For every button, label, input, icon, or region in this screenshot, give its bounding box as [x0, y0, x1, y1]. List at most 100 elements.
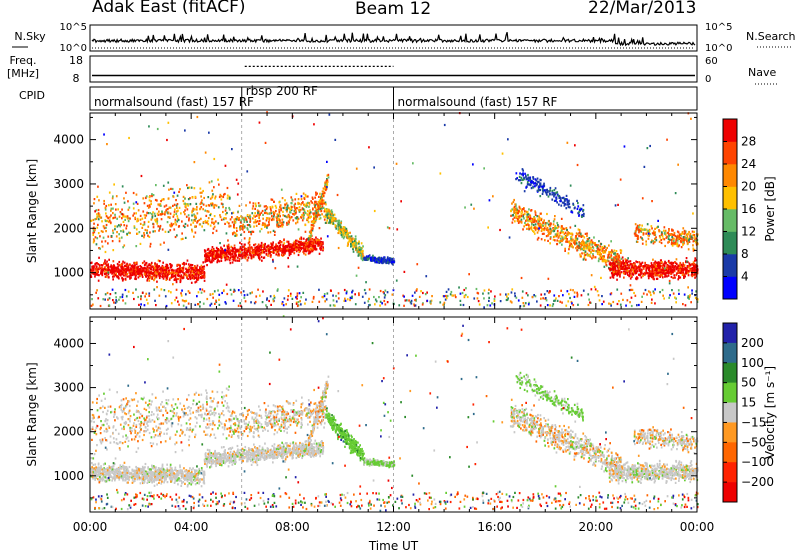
data-cell	[283, 250, 286, 253]
data-cell	[692, 273, 694, 276]
data-cell	[170, 264, 173, 267]
data-cell	[289, 245, 292, 248]
data-cell	[267, 244, 269, 247]
data-cell	[547, 223, 550, 226]
data-cell	[96, 213, 98, 216]
data-cell	[166, 277, 168, 280]
data-cell	[208, 256, 210, 259]
data-cell	[183, 261, 185, 265]
data-cell	[251, 230, 254, 233]
data-cell	[271, 198, 274, 201]
data-cell	[324, 201, 327, 204]
data-cell	[304, 253, 307, 256]
data-cell	[657, 274, 660, 277]
data-cell	[654, 263, 657, 266]
data-cell	[298, 210, 301, 213]
data-cell	[655, 239, 658, 242]
data-cell	[178, 206, 181, 209]
data-cell	[101, 240, 103, 243]
data-cell	[684, 266, 686, 269]
data-cell	[127, 269, 130, 272]
data-cell	[191, 214, 193, 217]
data-cell	[273, 213, 275, 216]
data-cell	[566, 228, 568, 232]
data-cell	[196, 272, 198, 275]
data-cell	[147, 234, 149, 237]
data-cell	[592, 256, 595, 259]
data-cell	[277, 225, 280, 228]
data-cell	[547, 229, 550, 232]
data-cell	[687, 266, 690, 269]
data-cell	[269, 207, 272, 210]
data-cell	[287, 256, 289, 260]
data-cell	[226, 251, 229, 254]
data-cell	[274, 245, 277, 248]
data-cell	[580, 243, 583, 246]
data-cell	[515, 207, 518, 210]
data-cell	[127, 267, 130, 270]
data-cell	[323, 190, 325, 193]
data-cell	[118, 233, 120, 236]
data-cell	[256, 247, 258, 250]
data-cell	[563, 233, 566, 236]
data-cell	[302, 212, 305, 215]
data-cell	[260, 227, 263, 231]
data-cell	[542, 221, 545, 225]
data-cell	[320, 247, 323, 250]
data-cell	[620, 251, 622, 254]
data-cell	[253, 225, 255, 228]
data-cell	[290, 247, 293, 250]
data-cell	[265, 249, 267, 252]
data-cell	[634, 272, 637, 275]
data-cell	[332, 222, 335, 225]
data-cell	[635, 227, 638, 230]
data-cell	[666, 264, 669, 267]
data-cell	[180, 276, 183, 279]
data-cell	[310, 226, 313, 229]
data-cell	[345, 234, 348, 237]
data-cell	[225, 252, 227, 256]
data-cell	[187, 271, 189, 274]
data-cell	[556, 242, 559, 246]
data-cell	[330, 212, 333, 215]
data-cell	[390, 261, 393, 264]
data-cell	[206, 221, 208, 224]
data-cell	[645, 240, 647, 243]
data-cell	[198, 268, 201, 272]
data-cell	[654, 273, 657, 277]
data-cell	[323, 187, 326, 190]
data-cell	[374, 261, 376, 264]
data-cell	[620, 264, 623, 267]
data-cell	[121, 208, 123, 211]
data-cell	[238, 248, 241, 251]
data-cell	[327, 176, 330, 179]
data-cell	[370, 258, 372, 261]
data-cell	[677, 237, 680, 240]
data-cell	[254, 221, 257, 224]
data-cell	[234, 255, 237, 258]
data-cell	[93, 231, 96, 234]
data-cell	[676, 239, 679, 242]
data-cell	[151, 272, 154, 275]
data-cell	[604, 261, 607, 264]
data-cell	[296, 243, 298, 246]
data-cell	[602, 250, 605, 253]
data-cell	[325, 179, 328, 183]
data-cell	[661, 235, 664, 238]
data-cell	[617, 266, 619, 269]
data-cell	[678, 267, 680, 270]
data-cell	[302, 237, 305, 240]
data-cell	[646, 271, 649, 275]
data-cell	[694, 239, 697, 242]
data-cell	[123, 271, 125, 274]
data-cell	[243, 247, 246, 250]
data-cell	[262, 243, 265, 246]
data-cell	[291, 247, 294, 250]
data-cell	[230, 245, 233, 248]
data-cell	[143, 236, 145, 239]
data-cell	[290, 202, 293, 205]
data-cell	[340, 221, 342, 225]
data-cell	[308, 241, 311, 244]
nsky-series	[91, 32, 696, 47]
data-cell	[214, 253, 217, 256]
